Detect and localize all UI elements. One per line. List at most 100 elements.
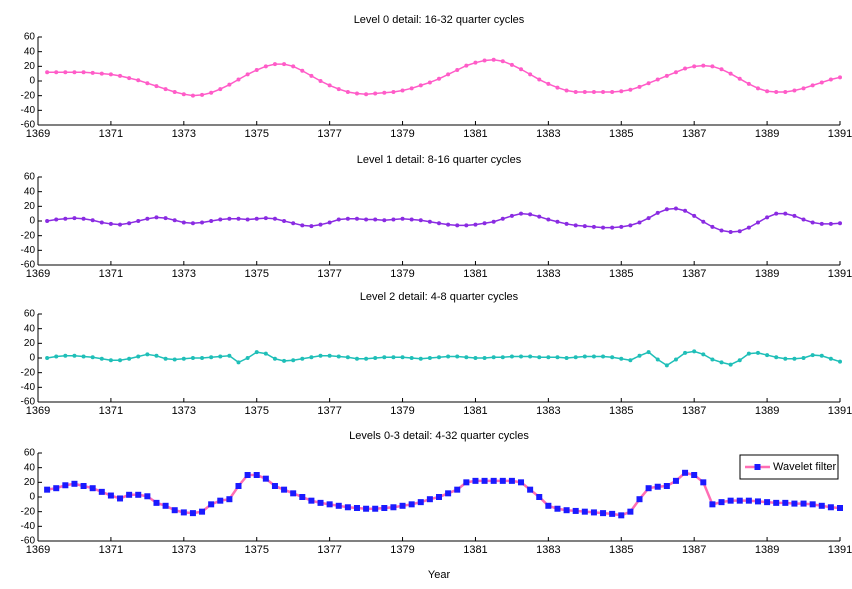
marker [628, 87, 633, 92]
marker [745, 497, 752, 504]
marker [190, 221, 195, 226]
marker [818, 502, 825, 509]
marker [683, 208, 688, 213]
marker [181, 356, 186, 361]
marker [573, 355, 578, 360]
marker [309, 224, 314, 229]
marker [63, 70, 68, 75]
marker [664, 73, 669, 78]
marker [481, 477, 488, 484]
marker [390, 504, 397, 511]
y-tick-label: -60 [21, 260, 36, 271]
marker [792, 356, 797, 361]
y-tick-label: 40 [24, 186, 36, 197]
marker [774, 355, 779, 360]
marker [728, 71, 733, 76]
x-tick-label: 1371 [99, 268, 123, 280]
marker [263, 64, 268, 69]
y-tick-label: 20 [24, 477, 36, 488]
marker [81, 70, 86, 75]
marker [382, 218, 387, 223]
marker [227, 216, 232, 221]
x-tick-label: 1379 [390, 128, 414, 140]
marker [163, 87, 168, 92]
marker [519, 354, 524, 359]
marker [783, 211, 788, 216]
marker [227, 353, 232, 358]
marker [646, 81, 651, 86]
marker [519, 67, 524, 72]
marker [528, 354, 533, 359]
marker [53, 485, 60, 492]
y-tick-label: 60 [24, 172, 36, 183]
marker [335, 502, 342, 509]
subplot-title: Level 1 detail: 8-16 quarter cycles [357, 154, 522, 166]
series-line [47, 58, 841, 97]
marker [209, 355, 214, 360]
marker [482, 356, 487, 360]
marker [291, 64, 296, 69]
x-tick-label: 1371 [99, 405, 123, 417]
marker [746, 81, 751, 86]
marker [509, 354, 514, 359]
marker [154, 84, 159, 89]
marker [619, 356, 624, 361]
marker [546, 355, 551, 360]
marker [791, 500, 798, 507]
marker [108, 72, 113, 77]
marker [409, 217, 414, 222]
marker [226, 496, 233, 503]
marker [636, 496, 643, 503]
marker [272, 356, 277, 361]
marker [317, 499, 324, 506]
marker [482, 58, 487, 63]
marker [454, 486, 461, 493]
marker [427, 80, 432, 85]
marker [126, 491, 133, 498]
marker [263, 216, 268, 221]
series-line [46, 350, 841, 367]
x-tick-label: 1383 [536, 405, 560, 417]
marker [646, 350, 651, 355]
marker [144, 493, 151, 500]
marker [372, 505, 379, 512]
marker [464, 355, 469, 360]
marker [490, 477, 497, 484]
marker [692, 213, 697, 218]
y-tick-label: 0 [29, 76, 35, 87]
x-tick-label: 1391 [828, 544, 852, 556]
marker [172, 90, 177, 94]
marker [610, 355, 615, 360]
marker [364, 92, 369, 97]
marker [491, 219, 496, 224]
marker [764, 499, 771, 506]
marker [299, 494, 306, 500]
marker [354, 91, 359, 96]
marker [765, 89, 770, 94]
x-tick-label: 1381 [463, 128, 487, 140]
marker [564, 221, 569, 226]
marker [519, 211, 524, 216]
marker [646, 216, 651, 221]
marker [727, 497, 734, 504]
x-tick-label: 1375 [244, 268, 268, 280]
marker [600, 510, 607, 517]
marker [637, 84, 642, 89]
x-tick-label: 1373 [172, 128, 196, 140]
marker [253, 472, 260, 478]
y-tick-label: 40 [24, 323, 36, 334]
y-tick-label: 60 [24, 448, 36, 459]
marker [189, 510, 196, 517]
marker [99, 356, 104, 361]
marker [509, 213, 514, 218]
marker [838, 75, 842, 80]
marker [62, 482, 69, 489]
x-tick-label: 1375 [244, 544, 268, 556]
x-axis-label: Year [428, 569, 451, 581]
marker [72, 353, 77, 358]
marker [300, 223, 305, 228]
marker [262, 475, 269, 482]
marker [145, 352, 150, 357]
marker [746, 351, 751, 356]
marker [473, 60, 478, 65]
